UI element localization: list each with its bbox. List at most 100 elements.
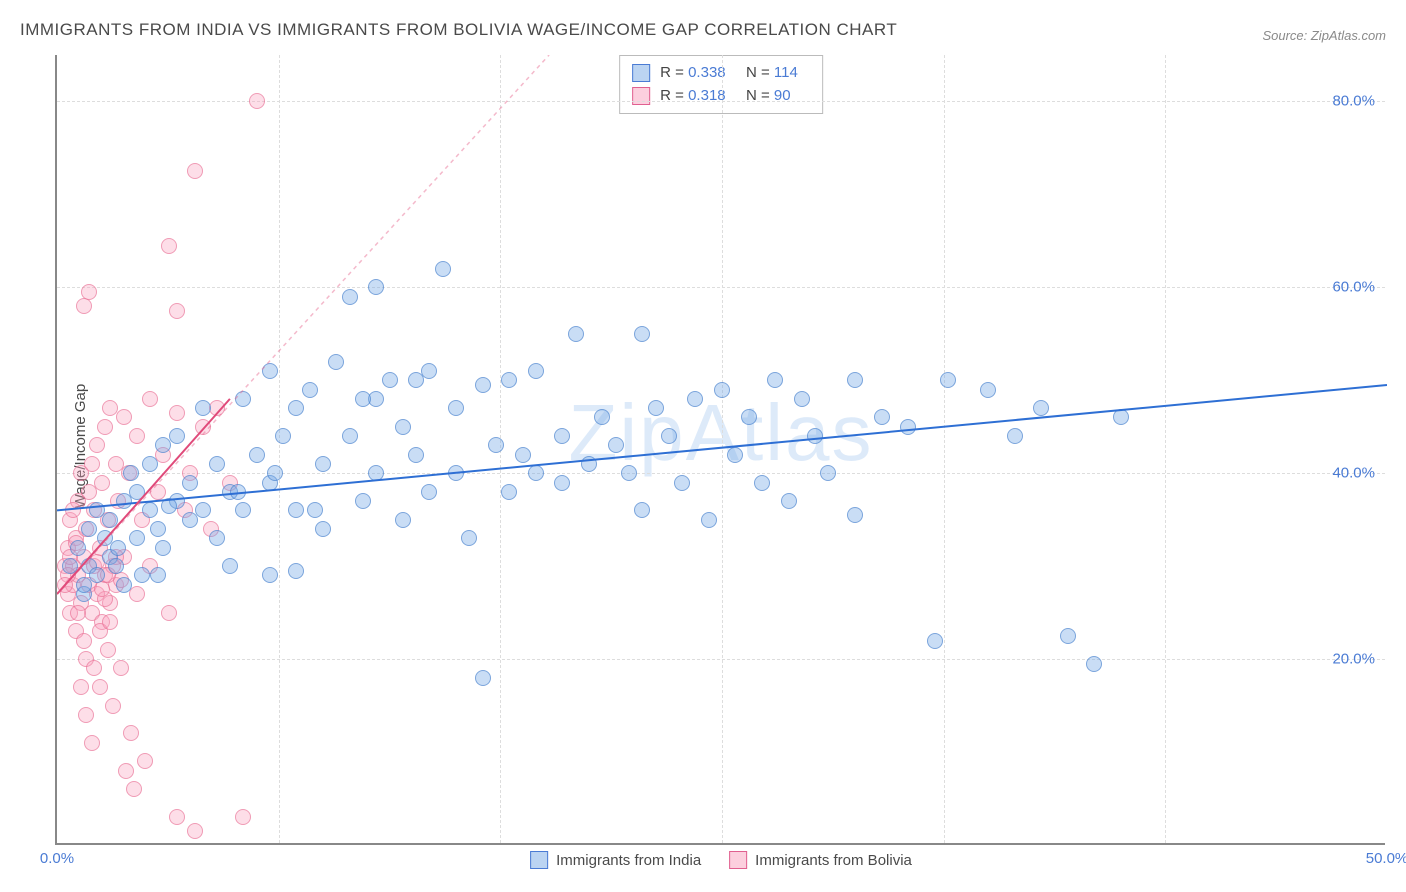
source-attribution: Source: ZipAtlas.com [1262,28,1386,43]
scatter-point [554,475,570,491]
scatter-point [448,465,464,481]
scatter-point [528,363,544,379]
gridline-horizontal [57,473,1385,474]
scatter-point [150,521,166,537]
x-tick-label: 0.0% [40,850,74,867]
scatter-point [262,567,278,583]
scatter-point [1113,409,1129,425]
scatter-point [76,633,92,649]
scatter-point [368,279,384,295]
scatter-point [92,679,108,695]
scatter-point [110,540,126,556]
gridline-vertical [279,55,280,843]
scatter-point [302,382,318,398]
scatter-point [820,465,836,481]
scatter-point [395,512,411,528]
scatter-point [767,372,783,388]
scatter-point [230,484,246,500]
scatter-point [108,558,124,574]
scatter-point [634,326,650,342]
scatter-point [235,809,251,825]
scatter-point [209,456,225,472]
scatter-point [355,493,371,509]
scatter-point [421,484,437,500]
scatter-point [267,465,283,481]
scatter-point [355,391,371,407]
legend-stat-text: R = 0.338 N = 114 [660,62,810,85]
scatter-point [940,372,956,388]
gridline-vertical [1165,55,1166,843]
scatter-point [105,698,121,714]
scatter-point [84,735,100,751]
scatter-point [249,93,265,109]
scatter-point [65,502,81,518]
plot-area: ZipAtlas R = 0.338 N = 114R = 0.318 N = … [55,55,1385,845]
scatter-point [195,419,211,435]
scatter-point [102,512,118,528]
legend-swatch [530,851,548,869]
scatter-point [123,465,139,481]
scatter-point [608,437,624,453]
scatter-point [182,475,198,491]
scatter-point [94,475,110,491]
scatter-point [528,465,544,481]
scatter-point [97,419,113,435]
scatter-point [126,781,142,797]
scatter-point [368,465,384,481]
scatter-point [288,400,304,416]
legend-item: Immigrants from India [530,851,701,869]
scatter-point [754,475,770,491]
scatter-point [674,475,690,491]
x-tick-label: 50.0% [1366,850,1406,867]
scatter-point [195,502,211,518]
swatch-blue [632,64,650,82]
scatter-point [342,428,358,444]
scatter-point [488,437,504,453]
scatter-point [116,577,132,593]
scatter-point [94,581,110,597]
scatter-point [57,577,73,593]
scatter-point [874,409,890,425]
legend-stats-row: R = 0.318 N = 90 [632,85,810,108]
legend-label: Immigrants from Bolivia [755,852,912,869]
scatter-point [89,437,105,453]
scatter-point [70,540,86,556]
scatter-point [315,456,331,472]
scatter-point [714,382,730,398]
scatter-point [169,405,185,421]
scatter-point [169,809,185,825]
y-tick-label: 80.0% [1332,93,1375,110]
scatter-point [137,753,153,769]
scatter-point [288,502,304,518]
scatter-point [408,447,424,463]
scatter-point [621,465,637,481]
scatter-point [150,484,166,500]
scatter-point [475,377,491,393]
scatter-point [100,642,116,658]
scatter-point [187,163,203,179]
scatter-point [116,409,132,425]
scatter-point [129,586,145,602]
scatter-point [169,428,185,444]
gridline-horizontal [57,287,1385,288]
scatter-point [102,614,118,630]
scatter-point [86,660,102,676]
scatter-point [395,419,411,435]
legend-swatch [729,851,747,869]
scatter-point [1060,628,1076,644]
scatter-point [161,498,177,514]
scatter-point [81,284,97,300]
scatter-point [448,400,464,416]
scatter-point [142,456,158,472]
legend-item: Immigrants from Bolivia [729,851,912,869]
scatter-point [1007,428,1023,444]
scatter-point [89,567,105,583]
scatter-point [142,502,158,518]
scatter-point [150,567,166,583]
scatter-point [727,447,743,463]
scatter-point [900,419,916,435]
scatter-point [701,512,717,528]
scatter-point [741,409,757,425]
scatter-point [501,372,517,388]
scatter-point [62,558,78,574]
